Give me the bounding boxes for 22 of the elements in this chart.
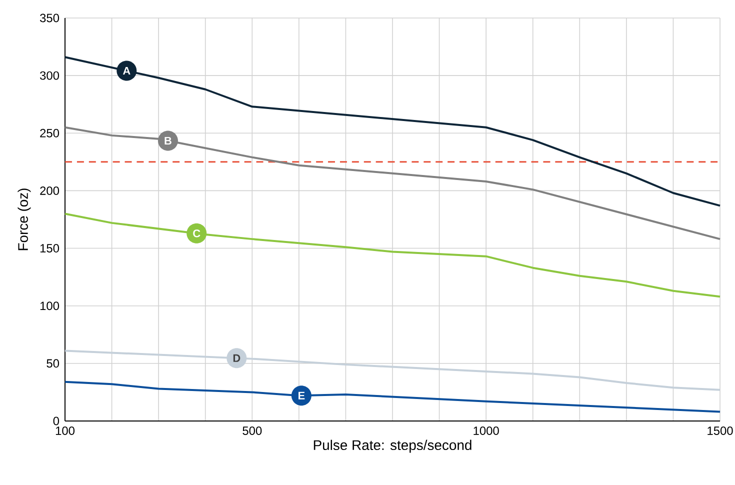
x-tick-label: 100 [56, 426, 75, 435]
line-series [64, 212, 722, 298]
y-tick-label: 200 [40, 186, 60, 195]
y-tick-label: 350 [40, 14, 60, 22]
line-series [64, 56, 722, 207]
y-tick-label: 150 [40, 244, 60, 252]
line-series [64, 380, 722, 413]
series-label: D [233, 354, 240, 362]
x-tick-label: 500 [242, 426, 262, 435]
y-axis-title: Force (oz) [18, 188, 31, 250]
x-tick-label: 1000 [474, 426, 499, 435]
y-tick-label: 0 [53, 416, 60, 426]
series-label: A [122, 67, 130, 75]
y-tick-label: 100 [40, 302, 60, 310]
series-label: B [164, 136, 172, 145]
y-tick-label: 300 [40, 71, 60, 80]
y-tick-label: 50 [46, 359, 60, 368]
series-label: C [193, 230, 200, 238]
x-axis-title: Pulse Rate: steps/second [314, 440, 472, 453]
series-label: E [298, 392, 305, 400]
x-tick-label: 1500 [708, 426, 733, 435]
y-tick-label: 250 [40, 128, 60, 138]
